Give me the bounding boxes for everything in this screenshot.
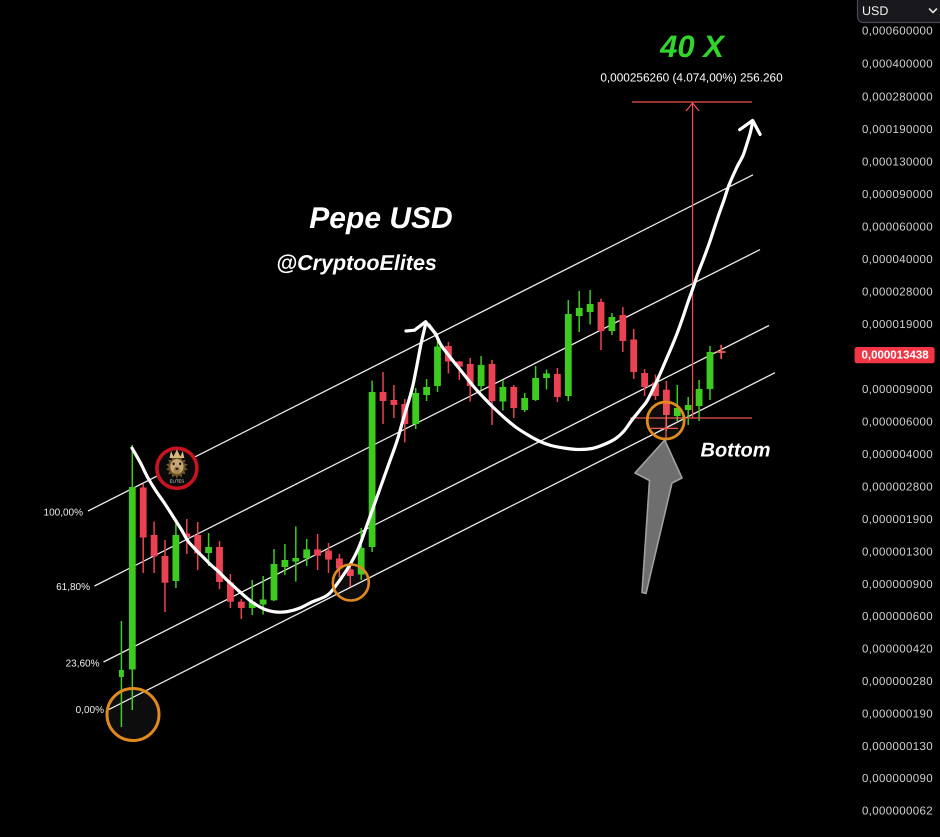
- svg-text:0,000090000: 0,000090000: [862, 189, 933, 201]
- svg-text:0,000013438: 0,000013438: [862, 350, 930, 362]
- svg-text:0,000000280: 0,000000280: [862, 676, 933, 688]
- svg-text:0,000060000: 0,000060000: [862, 222, 933, 234]
- svg-text:0,000006000: 0,000006000: [862, 417, 933, 429]
- svg-text:0,000001900: 0,000001900: [862, 514, 933, 526]
- svg-text:ELITES: ELITES: [170, 479, 185, 484]
- svg-text:Bottom: Bottom: [701, 440, 771, 462]
- svg-text:0,000004000: 0,000004000: [862, 449, 933, 461]
- svg-text:@CryptooElites: @CryptooElites: [276, 251, 437, 275]
- svg-text:61,80%: 61,80%: [56, 582, 90, 593]
- svg-text:USD: USD: [862, 4, 888, 18]
- svg-text:40 X: 40 X: [659, 29, 726, 64]
- svg-text:Pepe USD: Pepe USD: [309, 202, 452, 235]
- svg-text:0,000190000: 0,000190000: [862, 124, 933, 136]
- svg-text:0,000256260 (4.074,00%) 256.26: 0,000256260 (4.074,00%) 256.260: [600, 71, 783, 85]
- svg-text:0,000000090: 0,000000090: [862, 773, 933, 785]
- svg-text:0,00%: 0,00%: [76, 705, 104, 716]
- svg-text:0,000000420: 0,000000420: [862, 644, 933, 656]
- svg-text:0,000019000: 0,000019000: [862, 319, 933, 331]
- svg-text:100,00%: 100,00%: [44, 508, 84, 519]
- svg-text:0,000000900: 0,000000900: [862, 579, 933, 591]
- svg-text:0,000000190: 0,000000190: [862, 709, 933, 721]
- svg-text:0,000000062: 0,000000062: [862, 806, 933, 818]
- svg-text:0,000280000: 0,000280000: [862, 92, 933, 104]
- svg-text:0,000000130: 0,000000130: [862, 741, 933, 753]
- svg-text:0,000400000: 0,000400000: [862, 59, 933, 71]
- svg-text:23,60%: 23,60%: [66, 659, 100, 670]
- svg-text:0,000000600: 0,000000600: [862, 611, 933, 623]
- svg-text:0,000600000: 0,000600000: [862, 26, 933, 38]
- svg-text:0,000002800: 0,000002800: [862, 482, 933, 494]
- svg-text:0,000130000: 0,000130000: [862, 157, 933, 169]
- svg-text:0,000001300: 0,000001300: [862, 547, 933, 559]
- svg-text:0,000028000: 0,000028000: [862, 287, 933, 299]
- svg-text:0,000040000: 0,000040000: [862, 254, 933, 266]
- svg-text:0,000009000: 0,000009000: [862, 384, 933, 396]
